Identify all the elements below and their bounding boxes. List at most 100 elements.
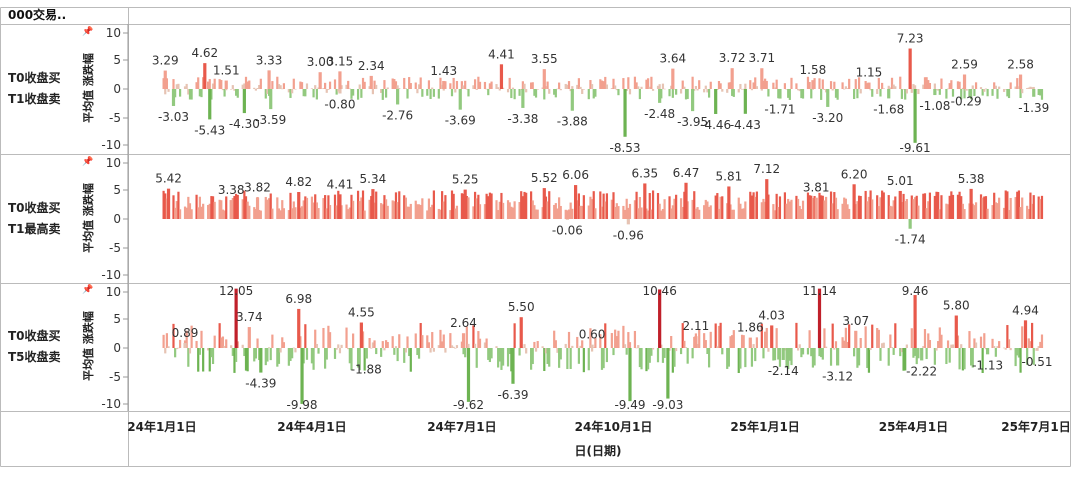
- daily-bar[interactable]: [225, 89, 228, 91]
- daily-bar[interactable]: [1019, 207, 1022, 219]
- daily-bar[interactable]: [432, 190, 435, 219]
- daily-bar[interactable]: [721, 196, 724, 219]
- daily-bar[interactable]: [567, 209, 571, 219]
- daily-bar[interactable]: [404, 88, 407, 89]
- daily-bar[interactable]: [460, 193, 463, 219]
- daily-bar[interactable]: [773, 87, 777, 89]
- daily-bar[interactable]: [820, 348, 823, 358]
- daily-bar[interactable]: [691, 76, 694, 89]
- daily-bar[interactable]: [324, 195, 327, 219]
- daily-bar[interactable]: [938, 89, 941, 95]
- daily-bar[interactable]: [300, 206, 304, 219]
- daily-bar[interactable]: [292, 78, 295, 89]
- daily-bar[interactable]: [923, 329, 927, 348]
- daily-bar[interactable]: [615, 203, 618, 219]
- labeled-bar[interactable]: [908, 219, 912, 229]
- daily-bar[interactable]: [236, 341, 239, 348]
- daily-bar[interactable]: [876, 195, 879, 219]
- daily-bar[interactable]: [882, 192, 885, 219]
- labeled-bar[interactable]: [369, 75, 373, 89]
- daily-bar[interactable]: [698, 209, 701, 219]
- daily-bar[interactable]: [328, 81, 332, 89]
- daily-bar[interactable]: [337, 89, 340, 92]
- labeled-bar[interactable]: [511, 348, 515, 384]
- daily-bar[interactable]: [361, 331, 365, 348]
- daily-bar[interactable]: [441, 341, 444, 348]
- labeled-bar[interactable]: [811, 80, 815, 89]
- daily-bar[interactable]: [421, 89, 424, 97]
- daily-bar[interactable]: [905, 89, 908, 94]
- daily-bar[interactable]: [602, 81, 605, 89]
- labeled-bar[interactable]: [913, 89, 917, 143]
- daily-bar[interactable]: [961, 203, 964, 219]
- daily-bar[interactable]: [694, 85, 698, 89]
- daily-bar[interactable]: [1037, 89, 1040, 96]
- daily-bar[interactable]: [472, 325, 475, 348]
- daily-bar[interactable]: [300, 82, 304, 89]
- daily-bar[interactable]: [749, 191, 752, 219]
- daily-bar[interactable]: [935, 89, 938, 90]
- daily-bar[interactable]: [663, 199, 666, 219]
- daily-bar[interactable]: [464, 80, 467, 89]
- daily-bar[interactable]: [419, 323, 422, 348]
- daily-bar[interactable]: [714, 195, 717, 219]
- daily-bar[interactable]: [612, 78, 615, 89]
- daily-bar[interactable]: [1019, 89, 1022, 99]
- daily-bar[interactable]: [973, 205, 976, 219]
- daily-bar[interactable]: [740, 208, 744, 219]
- daily-bar[interactable]: [958, 81, 961, 89]
- daily-bar[interactable]: [188, 348, 192, 354]
- daily-bar[interactable]: [218, 199, 221, 219]
- daily-bar[interactable]: [167, 89, 170, 92]
- daily-bar[interactable]: [927, 333, 930, 348]
- daily-bar[interactable]: [465, 196, 468, 219]
- daily-bar[interactable]: [902, 348, 905, 371]
- daily-bar[interactable]: [465, 326, 468, 348]
- daily-bar[interactable]: [867, 196, 871, 219]
- daily-bar[interactable]: [460, 341, 463, 348]
- labeled-bar[interactable]: [458, 89, 462, 110]
- daily-bar[interactable]: [347, 80, 350, 89]
- daily-bar[interactable]: [1032, 86, 1035, 89]
- daily-bar[interactable]: [864, 190, 867, 219]
- daily-bar[interactable]: [358, 84, 361, 89]
- daily-bar[interactable]: [177, 191, 180, 219]
- daily-bar[interactable]: [1039, 341, 1042, 348]
- pin-icon[interactable]: 📌: [82, 25, 93, 37]
- daily-bar[interactable]: [371, 89, 375, 95]
- daily-bar[interactable]: [800, 89, 803, 99]
- daily-bar[interactable]: [569, 348, 572, 369]
- daily-bar[interactable]: [818, 78, 821, 89]
- daily-bar[interactable]: [994, 85, 997, 89]
- daily-bar[interactable]: [409, 203, 412, 219]
- daily-bar[interactable]: [956, 194, 960, 219]
- daily-bar[interactable]: [650, 348, 653, 356]
- daily-bar[interactable]: [744, 348, 747, 368]
- daily-bar[interactable]: [328, 332, 332, 348]
- daily-bar[interactable]: [744, 201, 747, 219]
- daily-bar[interactable]: [737, 89, 740, 93]
- daily-bar[interactable]: [444, 81, 447, 89]
- daily-bar[interactable]: [800, 348, 803, 358]
- daily-bar[interactable]: [928, 339, 932, 348]
- daily-bar[interactable]: [956, 81, 960, 89]
- daily-bar[interactable]: [704, 199, 707, 219]
- daily-bar[interactable]: [312, 348, 315, 370]
- daily-bar[interactable]: [717, 80, 721, 89]
- daily-bar[interactable]: [477, 76, 480, 89]
- daily-bar[interactable]: [656, 193, 660, 219]
- daily-bar[interactable]: [877, 329, 880, 348]
- daily-bar[interactable]: [244, 196, 248, 219]
- daily-bar[interactable]: [427, 342, 431, 348]
- daily-bar[interactable]: [233, 195, 236, 219]
- daily-bar[interactable]: [531, 348, 534, 365]
- daily-bar[interactable]: [810, 348, 813, 357]
- daily-bar[interactable]: [291, 89, 294, 94]
- daily-bar[interactable]: [1021, 89, 1024, 94]
- daily-bar[interactable]: [640, 86, 643, 89]
- daily-bar[interactable]: [1032, 195, 1035, 219]
- daily-bar[interactable]: [417, 84, 421, 89]
- daily-bar[interactable]: [277, 348, 281, 364]
- daily-bar[interactable]: [945, 89, 948, 99]
- daily-bar[interactable]: [627, 332, 630, 348]
